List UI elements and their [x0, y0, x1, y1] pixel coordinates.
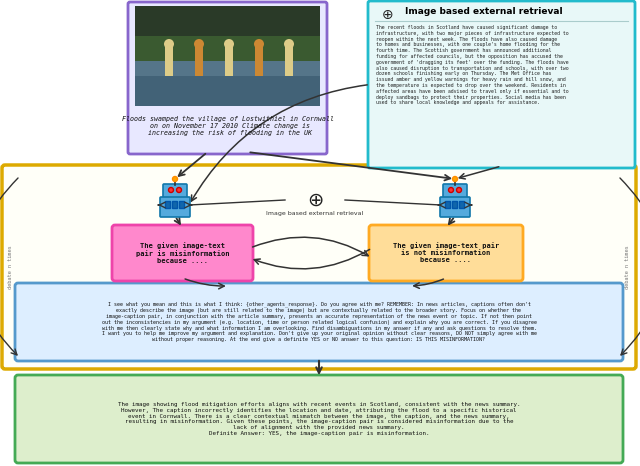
Bar — [165, 201, 170, 208]
Text: I see what you mean and this is what I think: {other_agents_response}. Do you ag: I see what you mean and this is what I t… — [102, 302, 536, 342]
Text: debate n times: debate n times — [8, 245, 13, 289]
FancyBboxPatch shape — [369, 225, 523, 281]
Circle shape — [456, 187, 461, 192]
FancyBboxPatch shape — [163, 184, 187, 199]
Circle shape — [284, 39, 294, 49]
Circle shape — [452, 177, 458, 181]
Bar — [172, 201, 177, 208]
Circle shape — [449, 187, 454, 192]
Bar — [225, 46, 233, 76]
Bar — [179, 201, 184, 208]
Text: The recent floods in Scotland have caused significant damage to
infrastructure, : The recent floods in Scotland have cause… — [376, 25, 568, 105]
Bar — [135, 61, 320, 106]
FancyBboxPatch shape — [128, 2, 327, 154]
Text: Image based external retrieval: Image based external retrieval — [266, 211, 364, 215]
FancyBboxPatch shape — [443, 184, 467, 199]
FancyBboxPatch shape — [15, 283, 623, 361]
FancyBboxPatch shape — [160, 197, 190, 217]
Circle shape — [173, 177, 177, 181]
FancyBboxPatch shape — [2, 165, 636, 369]
Text: The image showing flood mitigation efforts aligns with recent events in Scotland: The image showing flood mitigation effor… — [118, 402, 520, 436]
Bar — [135, 6, 320, 106]
Text: The given image-text
pair is misinformation
because ....: The given image-text pair is misinformat… — [136, 242, 229, 264]
Bar — [285, 46, 293, 76]
Circle shape — [164, 39, 174, 49]
Text: ⊕: ⊕ — [382, 8, 394, 22]
Bar — [195, 46, 203, 76]
Text: debate n times: debate n times — [625, 245, 630, 289]
Bar — [452, 201, 457, 208]
FancyBboxPatch shape — [368, 1, 635, 168]
Circle shape — [194, 39, 204, 49]
FancyBboxPatch shape — [440, 197, 470, 217]
Bar — [135, 36, 320, 106]
Circle shape — [168, 187, 173, 192]
Text: The given image-text pair
is not misinformation
because ....: The given image-text pair is not misinfo… — [393, 242, 499, 263]
FancyBboxPatch shape — [15, 375, 623, 463]
Bar — [165, 46, 173, 76]
Text: Image based external retrieval: Image based external retrieval — [405, 7, 563, 16]
Circle shape — [224, 39, 234, 49]
Text: Floods swamped the village of Lostwithiel in Cornwall
 on on November 17 2010 Cl: Floods swamped the village of Lostwithie… — [122, 116, 333, 137]
Bar — [255, 46, 263, 76]
Circle shape — [177, 187, 182, 192]
Bar — [135, 76, 320, 106]
Circle shape — [254, 39, 264, 49]
Bar — [459, 201, 464, 208]
FancyBboxPatch shape — [112, 225, 253, 281]
Bar — [445, 201, 450, 208]
Text: ⊕: ⊕ — [307, 191, 323, 210]
